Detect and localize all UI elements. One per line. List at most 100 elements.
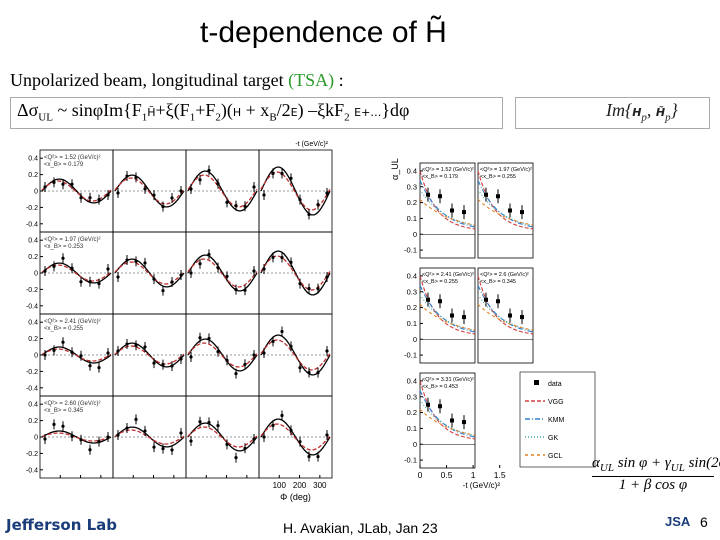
panel: [419, 267, 476, 364]
panel: [419, 372, 476, 469]
point: [252, 437, 256, 441]
curve: [187, 342, 258, 368]
kinematics: <Q²> = 1.97 (GeV/c)²: [44, 237, 101, 243]
x-tick-label: 1.5: [494, 470, 506, 480]
t: Im{: [606, 100, 633, 120]
y-tick-label: -0.2: [26, 205, 38, 212]
point: [508, 313, 512, 318]
t: H: [232, 106, 242, 119]
point: [43, 353, 47, 357]
t: UL: [599, 462, 614, 474]
t: ~ sinφIm{F: [52, 100, 142, 120]
y-tick-label: -0.1: [404, 456, 417, 465]
model-curve: [419, 303, 476, 331]
legend-label: GCL: [548, 453, 563, 460]
point: [179, 273, 183, 277]
x-tick-label: 0: [418, 470, 423, 480]
point: [426, 402, 430, 407]
point: [152, 277, 156, 281]
point: [252, 269, 256, 273]
point: [106, 435, 110, 439]
t: sin φ + γ: [613, 455, 671, 471]
point: [70, 266, 74, 270]
point: [152, 361, 156, 365]
point: [520, 210, 524, 215]
t-label: -t (GeV/c)²: [295, 141, 328, 148]
point: [79, 196, 83, 200]
t: +ξ(F: [155, 100, 190, 120]
y-tick-label: 0: [413, 440, 417, 449]
logo: Jefferson Lab: [6, 516, 118, 534]
point: [116, 275, 120, 279]
point: [462, 210, 466, 215]
point: [271, 171, 275, 175]
t: H̃: [147, 106, 156, 119]
y-tick-label: 0.4: [407, 376, 417, 385]
point: [325, 349, 329, 353]
text: :: [334, 70, 344, 90]
point: [280, 413, 284, 418]
legend-label: GK: [548, 435, 558, 442]
point: [179, 431, 183, 435]
kinematics: <x_B> = 0.255: [480, 174, 516, 180]
y-tick-label: -0.1: [404, 246, 417, 255]
point: [316, 203, 320, 207]
point: [484, 192, 488, 197]
point: [170, 196, 174, 200]
point: [262, 267, 266, 271]
point: [216, 424, 220, 428]
point: [88, 196, 92, 200]
panel: [477, 267, 534, 364]
point: [298, 198, 302, 202]
point: [88, 448, 92, 452]
t: UL: [38, 111, 53, 124]
point: [298, 366, 302, 370]
point: [207, 252, 211, 257]
point: [262, 193, 266, 197]
y-tick-label: 0.3: [407, 182, 417, 191]
t: p: [641, 111, 647, 124]
point: [70, 434, 74, 438]
kinematics: <Q²> = 1.52 (GeV/c)²: [44, 155, 101, 161]
title: t-dependence of H̃: [200, 16, 447, 49]
point: [152, 445, 156, 449]
t: 1: [141, 111, 148, 124]
kinematics: <Q²> = 2.41 (GeV/c)²: [422, 272, 474, 278]
y-tick-label: 0.2: [28, 254, 38, 261]
point: [496, 194, 500, 199]
panel: [477, 162, 534, 259]
y-tick-label: -0.2: [26, 451, 38, 458]
model-curve: [419, 408, 476, 436]
point: [243, 446, 247, 450]
point: [216, 182, 220, 186]
point: [189, 187, 193, 191]
t: H̃: [655, 106, 666, 119]
point: [271, 339, 275, 343]
point: [170, 280, 174, 284]
point: [161, 447, 165, 451]
point: [234, 371, 238, 376]
x-tick-label: 100: [273, 481, 287, 490]
page-number: 6: [700, 514, 708, 530]
point: [134, 259, 138, 263]
y-tick-label: 0.2: [28, 172, 38, 179]
point: [325, 191, 329, 195]
legend-label: VGG: [548, 399, 564, 406]
point: [426, 297, 430, 302]
point: [225, 358, 229, 362]
point: [152, 193, 156, 197]
y-tick-label: 0.1: [407, 319, 417, 328]
point: [116, 349, 120, 353]
point: [79, 438, 83, 442]
point: [289, 260, 293, 264]
kinematics: <Q²> = 2.41 (GeV/c)²: [44, 319, 101, 325]
point: [289, 428, 293, 432]
point: [106, 193, 110, 197]
point: [134, 175, 138, 179]
point: [125, 342, 129, 346]
kinematics: <Q²> = 1.97 (GeV/c)²: [480, 167, 532, 173]
point: [280, 255, 284, 260]
point: [198, 178, 202, 182]
point: [450, 418, 454, 423]
y-tick-label: 0.3: [407, 287, 417, 296]
